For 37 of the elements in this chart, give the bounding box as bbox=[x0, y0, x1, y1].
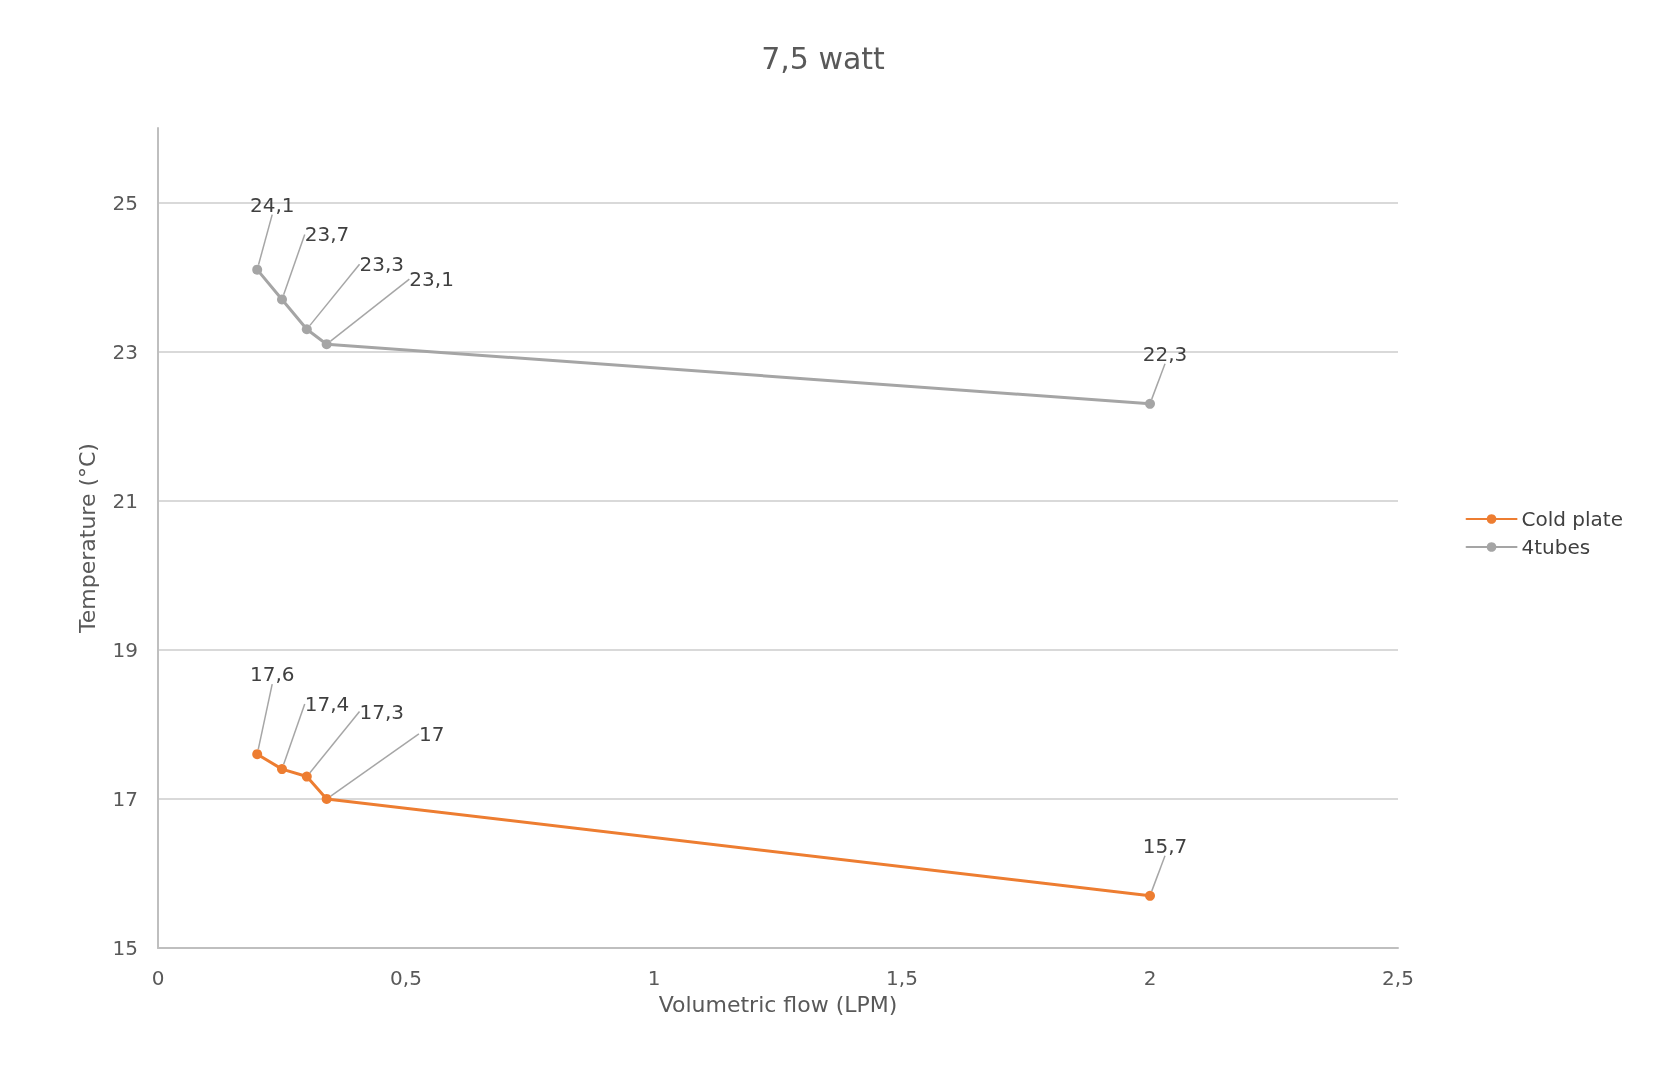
x-tick-label: 0,5 bbox=[390, 966, 422, 990]
point bbox=[1145, 890, 1155, 901]
x-tick-label: 0 bbox=[151, 966, 165, 990]
point bbox=[321, 339, 332, 350]
legend-label: 4tubes bbox=[1521, 535, 1591, 559]
y-tick-label: 19 bbox=[112, 637, 138, 662]
legend-label: Cold plate bbox=[1521, 507, 1623, 531]
x-tick-label: 1 bbox=[647, 966, 661, 990]
y-tick-label: 17 bbox=[112, 786, 138, 811]
x-tick-label: 2,5 bbox=[1382, 966, 1414, 990]
point bbox=[252, 749, 263, 760]
data-label: 17 bbox=[418, 721, 445, 746]
data-label: 17,4 bbox=[304, 692, 350, 717]
data-label: 23,3 bbox=[359, 252, 405, 277]
x-tick-label: 2 bbox=[1143, 966, 1157, 990]
data-label: 22,3 bbox=[1142, 341, 1188, 366]
x-axis-title: Volumetric flow (LPM) bbox=[658, 991, 898, 1017]
chart-title: 7,5 watt bbox=[761, 40, 886, 76]
point bbox=[301, 771, 312, 782]
y-tick-label: 23 bbox=[112, 339, 138, 364]
y-tick-label: 21 bbox=[112, 488, 138, 513]
data-label: 23,7 bbox=[304, 222, 350, 247]
y-tick-label: 15 bbox=[112, 936, 138, 960]
point bbox=[277, 294, 287, 305]
point bbox=[1145, 398, 1155, 409]
point bbox=[321, 793, 332, 804]
point bbox=[301, 324, 312, 335]
data-label: 23,1 bbox=[409, 267, 454, 292]
data-label: 24,1 bbox=[249, 192, 295, 217]
point bbox=[277, 764, 287, 775]
data-label: 15,7 bbox=[1142, 833, 1188, 858]
x-tick-label: 1,5 bbox=[886, 966, 918, 990]
data-label: 17,3 bbox=[359, 699, 405, 724]
y-axis-title: Temperature (°C) bbox=[74, 443, 100, 634]
point bbox=[252, 264, 263, 275]
data-label: 17,6 bbox=[249, 662, 295, 687]
y-tick-label: 25 bbox=[112, 190, 138, 215]
